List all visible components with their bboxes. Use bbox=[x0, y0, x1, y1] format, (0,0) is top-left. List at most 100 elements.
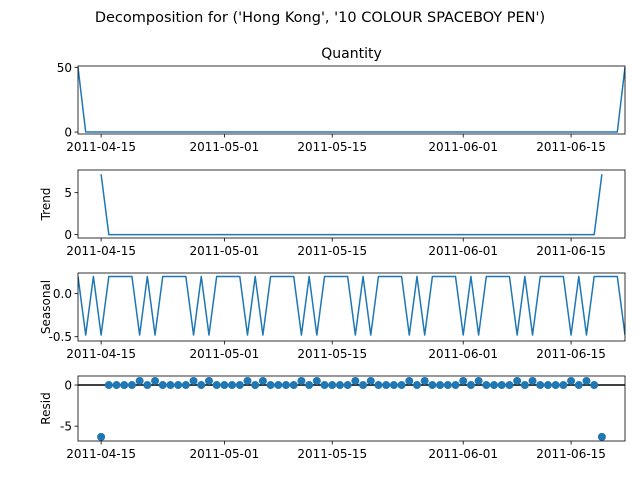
panel-observed: 0 50 2011-04-15 2011-05-01 2011-05-15 2011-06… bbox=[57, 46, 626, 154]
resid-point-2011-04-21 bbox=[143, 381, 152, 390]
resid-point-2011-06-05 bbox=[490, 381, 499, 390]
trend-xtick-label: 2011-06-15 bbox=[536, 244, 606, 258]
resid-point-2011-04-30 bbox=[212, 381, 221, 390]
resid-point-2011-06-10 bbox=[528, 376, 537, 385]
resid-point-2011-06-01 bbox=[459, 376, 468, 385]
resid-ylabel: Resid bbox=[39, 392, 53, 424]
panel-seasonal: 0.0 -0.5 2011-04-15 2011-05-01 2011-05-15 201… bbox=[39, 272, 626, 361]
resid-point-2011-05-23 bbox=[389, 381, 398, 390]
resid-point-2011-05-30 bbox=[443, 381, 452, 390]
seasonal-xtick-label: 2011-05-15 bbox=[297, 347, 367, 361]
resid-point-2011-06-11 bbox=[536, 381, 545, 390]
resid-point-2011-06-14 bbox=[559, 381, 568, 390]
resid-point-2011-06-07 bbox=[505, 381, 514, 390]
observed-title: Quantity bbox=[321, 46, 382, 62]
resid-point-2011-05-18 bbox=[351, 376, 360, 385]
resid-point-2011-06-12 bbox=[543, 381, 552, 390]
resid-point-2011-05-10 bbox=[289, 381, 298, 390]
resid-point-2011-06-08 bbox=[513, 376, 522, 385]
seasonal-ytick-label: -0.5 bbox=[49, 330, 72, 344]
seasonal-axes-frame bbox=[77, 272, 626, 342]
resid-ytick-label: 0 bbox=[64, 379, 72, 393]
resid-point-2011-05-20 bbox=[366, 376, 375, 385]
resid-point-2011-05-28 bbox=[428, 381, 437, 390]
resid-point-2011-05-02 bbox=[228, 381, 237, 390]
panel-trend: 0 5 2011-04-15 2011-05-01 2011-05-15 2011-06-… bbox=[39, 169, 626, 258]
trend-xtick-label: 2011-05-15 bbox=[297, 244, 367, 258]
seasonal-ylabel: Seasonal bbox=[39, 280, 53, 334]
panel-resid: 0 -5 2011-04-15 2011-05-01 2011-05-15 2011-06… bbox=[39, 375, 626, 461]
resid-point-2011-04-16 bbox=[104, 381, 113, 390]
resid-point-2011-06-19 bbox=[597, 432, 606, 441]
trend-xtick-label: 2011-06-01 bbox=[428, 244, 498, 258]
resid-point-2011-04-19 bbox=[127, 381, 136, 390]
observed-axes-frame bbox=[77, 65, 626, 135]
observed-xtick-label: 2011-05-15 bbox=[297, 140, 367, 154]
resid-point-2011-05-27 bbox=[420, 376, 429, 385]
resid-point-2011-06-06 bbox=[497, 381, 506, 390]
seasonal-xtick-label: 2011-06-15 bbox=[536, 347, 606, 361]
resid-point-2011-06-03 bbox=[474, 376, 483, 385]
resid-point-2011-05-16 bbox=[335, 381, 344, 390]
observed-ytick-label: 50 bbox=[57, 61, 72, 75]
resid-point-2011-04-28 bbox=[197, 381, 206, 390]
trend-axes-frame bbox=[77, 169, 626, 239]
resid-point-2011-04-23 bbox=[158, 381, 167, 390]
resid-point-2011-06-09 bbox=[520, 381, 529, 390]
resid-point-2011-05-21 bbox=[374, 381, 383, 390]
resid-point-2011-05-24 bbox=[397, 381, 406, 390]
resid-xtick-label: 2011-04-15 bbox=[66, 447, 136, 461]
resid-point-2011-05-22 bbox=[382, 381, 391, 390]
resid-point-2011-05-03 bbox=[235, 381, 244, 390]
resid-points bbox=[97, 376, 606, 441]
trend-ylabel: Trend bbox=[39, 188, 53, 222]
resid-point-2011-05-05 bbox=[251, 381, 260, 390]
trend-ytick-label: 5 bbox=[64, 186, 72, 200]
resid-point-2011-04-20 bbox=[135, 376, 144, 385]
trend-xtick-label: 2011-05-01 bbox=[190, 244, 260, 258]
seasonal-ytick-label: 0.0 bbox=[53, 287, 72, 301]
trend-series-line bbox=[100, 174, 603, 236]
observed-xtick-label: 2011-06-15 bbox=[536, 140, 606, 154]
resid-point-2011-05-15 bbox=[328, 381, 337, 390]
resid-point-2011-04-26 bbox=[181, 381, 190, 390]
resid-axes-frame bbox=[77, 375, 626, 442]
resid-point-2011-05-25 bbox=[405, 376, 414, 385]
observed-xtick-label: 2011-06-01 bbox=[428, 140, 498, 154]
resid-point-2011-04-27 bbox=[189, 376, 198, 385]
resid-point-2011-05-17 bbox=[343, 381, 352, 390]
resid-point-2011-04-25 bbox=[174, 381, 183, 390]
observed-series-line bbox=[78, 67, 625, 133]
trend-ytick-label: 0 bbox=[64, 228, 72, 242]
resid-point-2011-05-14 bbox=[320, 381, 329, 390]
figure-title: Decomposition for ('Hong Kong', '10 COLO… bbox=[95, 10, 545, 26]
resid-point-2011-06-02 bbox=[466, 381, 475, 390]
resid-xtick-label: 2011-06-01 bbox=[428, 447, 498, 461]
seasonal-xtick-label: 2011-06-01 bbox=[428, 347, 498, 361]
observed-xtick-label: 2011-04-15 bbox=[66, 140, 136, 154]
resid-point-2011-05-31 bbox=[451, 381, 460, 390]
resid-point-2011-05-11 bbox=[297, 376, 306, 385]
seasonal-xtick-label: 2011-05-01 bbox=[190, 347, 260, 361]
resid-xtick-label: 2011-05-15 bbox=[297, 447, 367, 461]
observed-ytick-label: 0 bbox=[64, 126, 72, 140]
trend-xtick-label: 2011-04-15 bbox=[66, 244, 136, 258]
resid-point-2011-05-19 bbox=[359, 381, 368, 390]
resid-point-2011-05-12 bbox=[305, 381, 314, 390]
resid-xtick-label: 2011-06-15 bbox=[536, 447, 606, 461]
resid-ytick-label: -5 bbox=[60, 420, 72, 434]
resid-point-2011-04-22 bbox=[151, 376, 160, 385]
resid-point-2011-06-18 bbox=[590, 381, 599, 390]
resid-point-2011-05-29 bbox=[436, 381, 445, 390]
observed-xtick-label: 2011-05-01 bbox=[190, 140, 260, 154]
resid-point-2011-05-04 bbox=[243, 376, 252, 385]
resid-point-2011-05-26 bbox=[412, 381, 421, 390]
resid-point-2011-05-09 bbox=[282, 381, 291, 390]
resid-point-2011-06-16 bbox=[574, 381, 583, 390]
resid-point-2011-05-01 bbox=[220, 381, 229, 390]
resid-point-2011-06-13 bbox=[551, 381, 560, 390]
resid-point-2011-05-07 bbox=[266, 381, 275, 390]
resid-point-2011-04-18 bbox=[120, 381, 129, 390]
resid-point-2011-04-29 bbox=[204, 376, 213, 385]
